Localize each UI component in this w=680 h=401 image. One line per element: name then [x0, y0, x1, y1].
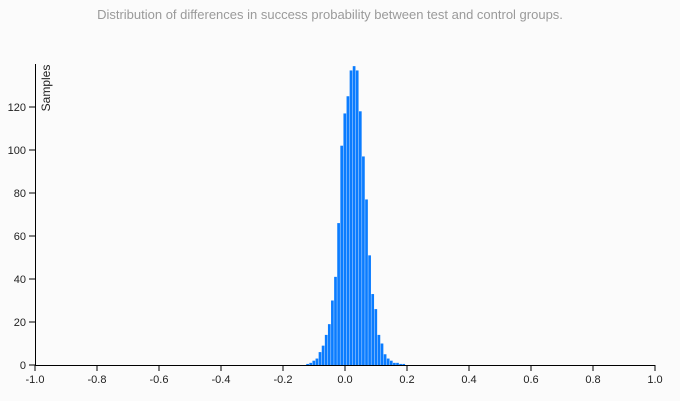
y-axis-label: Samples — [39, 65, 53, 112]
y-tick-label: 20 — [14, 317, 26, 329]
x-tick-label: 0.0 — [337, 374, 352, 386]
histogram-bar — [306, 363, 309, 365]
histogram-bar — [386, 358, 390, 365]
histogram-bar — [389, 360, 393, 365]
y-tick-label: 0 — [20, 360, 26, 372]
histogram-bar — [349, 70, 353, 365]
histogram-bar — [318, 352, 322, 365]
y-tick-label: 80 — [14, 188, 26, 200]
y-tick-label: 120 — [8, 102, 26, 114]
histogram-bar — [315, 358, 319, 365]
x-tick-label: -0.6 — [150, 374, 169, 386]
y-tick-label: 100 — [8, 145, 26, 157]
histogram-bar — [380, 343, 384, 365]
histogram-bar — [321, 345, 325, 365]
histogram-bar — [393, 362, 396, 365]
histogram-bar — [346, 96, 350, 365]
histogram-bar — [340, 145, 344, 365]
x-tick-label: 0.4 — [461, 374, 476, 386]
x-tick-label: 0.6 — [523, 374, 538, 386]
histogram-bar — [371, 294, 375, 365]
histogram-bar — [402, 363, 406, 365]
histogram-bar — [399, 363, 402, 365]
histogram-bar — [377, 334, 381, 365]
x-tick-label: -0.4 — [212, 374, 231, 386]
histogram-bar — [327, 324, 331, 365]
histogram-bar — [309, 362, 313, 365]
y-tick-label: 40 — [14, 274, 26, 286]
x-tick-label: -1.0 — [26, 374, 45, 386]
histogram-bar — [331, 300, 334, 365]
histogram-bar — [343, 113, 347, 365]
x-tick-label: -0.8 — [88, 374, 107, 386]
histogram-bar — [365, 199, 368, 365]
histogram-bar — [358, 111, 362, 365]
histogram-bar — [312, 360, 316, 365]
chart-title: Distribution of differences in success p… — [97, 7, 563, 22]
x-tick-label: 0.8 — [585, 374, 600, 386]
x-tick-label: 1.0 — [647, 374, 662, 386]
y-tick-label: 60 — [14, 231, 26, 243]
histogram-bar — [396, 362, 399, 365]
histogram-bar — [337, 223, 340, 365]
histogram-bar — [374, 309, 378, 365]
histogram-bar — [362, 156, 365, 365]
histogram-bar — [324, 334, 328, 365]
histogram-bar — [355, 70, 359, 365]
x-tick-label: -0.2 — [274, 374, 293, 386]
x-tick-label: 0.2 — [399, 374, 414, 386]
histogram-bar — [368, 255, 371, 365]
histogram-bar — [352, 66, 356, 366]
histogram-bar — [383, 354, 387, 365]
histogram-bar — [334, 276, 337, 365]
bars-group — [306, 66, 406, 366]
